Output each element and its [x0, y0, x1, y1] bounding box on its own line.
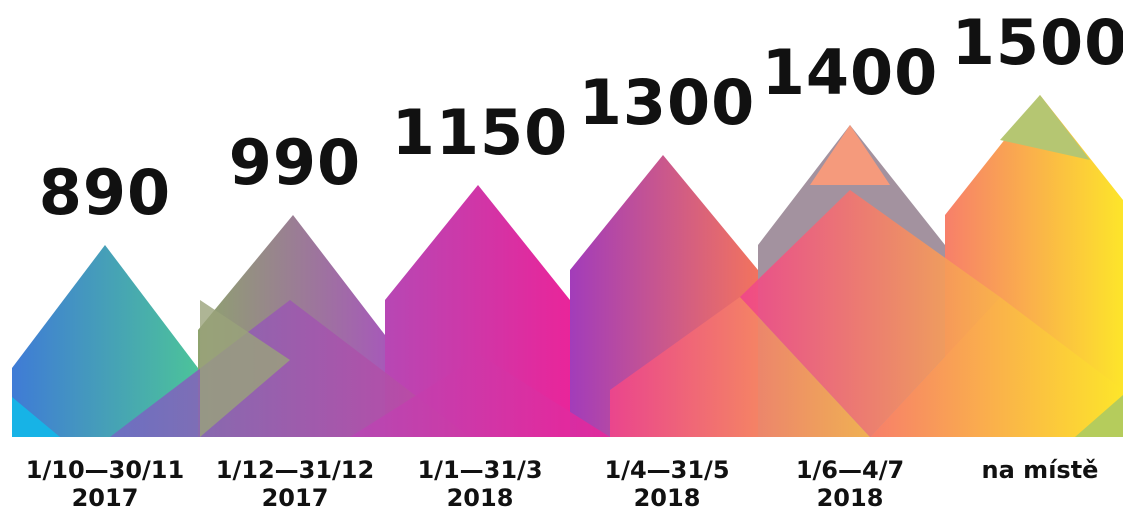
price: 890 — [39, 156, 171, 229]
price: 1300 — [579, 66, 756, 139]
facet — [610, 297, 870, 437]
facet — [870, 297, 1123, 437]
price: 1400 — [762, 36, 939, 109]
facet — [1075, 395, 1123, 437]
period: na místě — [982, 456, 1099, 484]
price: 1150 — [392, 96, 569, 169]
period: 2018 — [634, 484, 701, 511]
mountain — [385, 185, 570, 437]
price: 990 — [229, 126, 361, 199]
period: 1/10—30/11 — [26, 456, 184, 484]
facet — [810, 125, 890, 185]
facet — [200, 300, 290, 437]
period: 2018 — [817, 484, 884, 511]
period: 2017 — [72, 484, 139, 511]
period: 1/1—31/3 — [417, 456, 542, 484]
facet — [1000, 95, 1090, 160]
period: 1/4—31/5 — [604, 456, 729, 484]
mountain — [12, 245, 198, 437]
facet — [12, 397, 60, 437]
facet — [350, 355, 610, 437]
mountains — [12, 95, 1123, 437]
period: 1/12—31/12 — [216, 456, 374, 484]
period: 1/6—4/7 — [796, 456, 904, 484]
period: 2017 — [262, 484, 329, 511]
period: 2018 — [447, 484, 514, 511]
price: 1500 — [952, 6, 1123, 79]
facet — [740, 190, 1000, 437]
